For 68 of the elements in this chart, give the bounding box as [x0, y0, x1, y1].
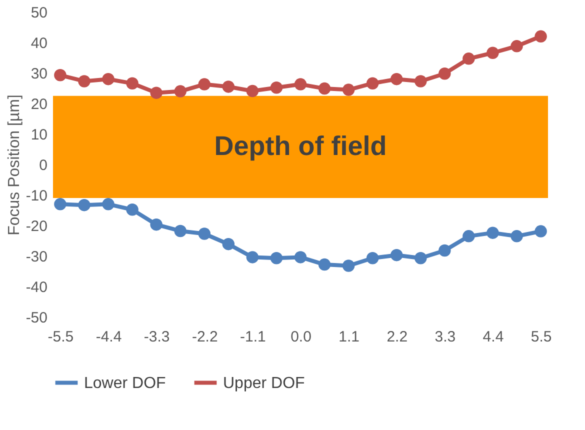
point [174, 224, 186, 238]
point [486, 46, 499, 59]
point [126, 77, 138, 90]
x-tick-label: 1.1 [338, 328, 360, 346]
point [366, 252, 379, 264]
point [390, 248, 403, 262]
point [342, 84, 355, 96]
point [414, 252, 427, 264]
point [438, 244, 451, 257]
point [222, 238, 235, 250]
y-tick-label: 20 [30, 96, 48, 113]
point [534, 225, 547, 238]
y-tick-label: -50 [26, 310, 48, 326]
y-tick-label: -20 [26, 218, 48, 235]
point [198, 228, 211, 240]
point [150, 218, 162, 231]
point [294, 251, 307, 264]
x-tick-label: 4.4 [482, 328, 504, 346]
point [78, 75, 90, 88]
x-tick-label: 0.0 [290, 328, 312, 346]
point [510, 230, 523, 242]
point [198, 78, 211, 90]
point [318, 82, 331, 95]
point [246, 84, 259, 98]
x-tick-label: -1.1 [240, 328, 266, 346]
point [486, 226, 499, 239]
point [150, 86, 162, 99]
legend-label: Upper DOF [223, 374, 306, 392]
point [414, 75, 427, 88]
x-tick-label: -4.4 [96, 328, 122, 346]
point [270, 82, 283, 94]
y-tick-label: 0 [39, 157, 48, 174]
y-tick-label: 50 [30, 4, 48, 22]
y-tick-label: -30 [26, 248, 48, 266]
x-tick-label: -5.5 [48, 328, 74, 346]
point [54, 69, 66, 82]
point [102, 198, 114, 210]
y-tick-label: 30 [30, 66, 48, 82]
point [294, 78, 307, 90]
y-tick-label: -10 [26, 188, 48, 204]
point [366, 77, 379, 90]
point [342, 260, 355, 272]
y-axis-title: Focus Position [µm] [6, 94, 23, 236]
x-tick-label: -3.3 [144, 328, 170, 346]
point [534, 30, 547, 43]
point [462, 52, 475, 65]
point [318, 258, 331, 271]
point [102, 72, 114, 86]
band-label: Depth of field [214, 130, 387, 161]
legend-label: Lower DOF [84, 374, 166, 392]
point [126, 204, 138, 216]
point [270, 252, 283, 264]
x-tick-label: 2.2 [386, 328, 408, 346]
y-tick-label: -40 [26, 279, 48, 296]
x-tick-label: 5.5 [530, 328, 552, 346]
point [54, 198, 66, 210]
point [78, 198, 90, 212]
point [390, 72, 403, 86]
point [222, 80, 235, 93]
point [510, 40, 523, 52]
y-tick-label: 40 [30, 35, 48, 52]
y-tick-label: 10 [30, 126, 48, 144]
x-tick-label: 3.3 [434, 328, 456, 346]
x-tick-label: -2.2 [192, 328, 218, 346]
point [246, 251, 259, 264]
point [174, 85, 186, 98]
point [462, 230, 475, 242]
point [438, 68, 451, 80]
